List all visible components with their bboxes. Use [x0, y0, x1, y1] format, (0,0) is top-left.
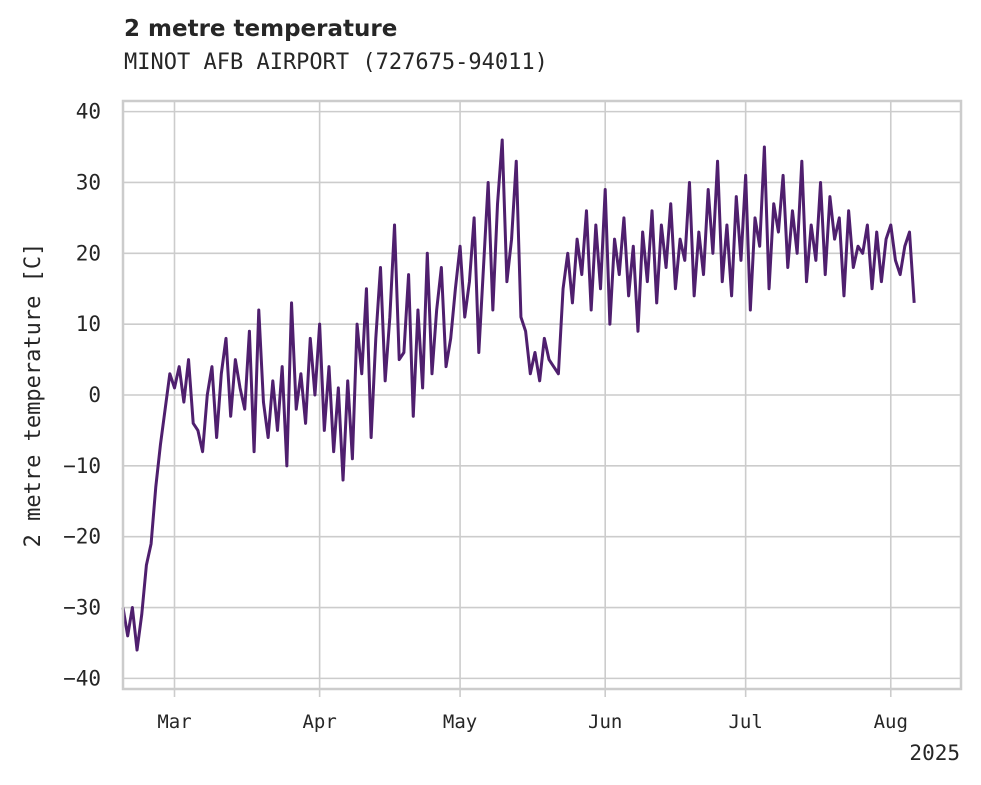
y-axis-label: 2 metre temperature [C]	[21, 243, 46, 548]
y-tick-label: −30	[63, 596, 101, 620]
chart-subtitle: MINOT AFB AIRPORT (727675-94011)	[124, 50, 548, 75]
y-tick-label: 20	[76, 241, 101, 265]
x-tick-label: Aug	[874, 711, 908, 733]
series-line	[121, 138, 916, 652]
grid-lines	[123, 101, 961, 689]
x-axis: Mar Apr May Jun Jul Aug	[157, 689, 908, 733]
y-tick-label: −20	[63, 525, 101, 549]
y-tick-label: 10	[76, 312, 101, 336]
x-tick-label: May	[443, 711, 477, 733]
x-axis-year-label: 2025	[909, 741, 960, 765]
y-tick-label: 40	[76, 100, 101, 124]
x-tick-label: Jul	[728, 711, 762, 733]
series-layer	[121, 138, 916, 652]
x-tick-label: Apr	[302, 711, 336, 733]
x-tick-label: Mar	[157, 711, 191, 733]
y-tick-label: −40	[63, 666, 101, 690]
y-tick-label: 0	[88, 383, 101, 407]
y-axis: 40 30 20 10 0 −10 −20 −30 −40	[63, 100, 101, 691]
plot-frame	[121, 99, 963, 691]
y-tick-label: 30	[76, 170, 101, 194]
x-tick-label: Jun	[588, 711, 622, 733]
y-tick-label: −10	[63, 454, 101, 478]
chart-title: 2 metre temperature	[124, 16, 398, 42]
